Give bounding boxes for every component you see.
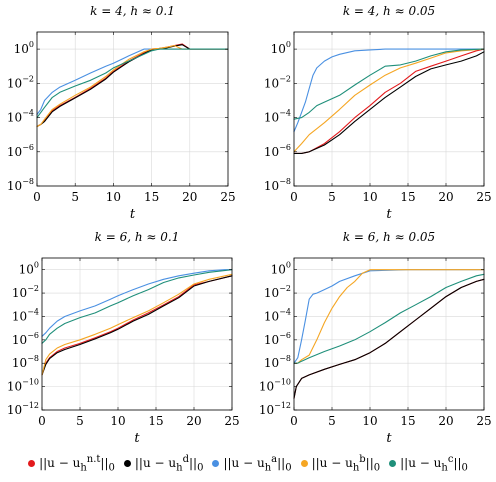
panel-4-ytick-label-4: 10−4 bbox=[264, 307, 291, 323]
panel-2-series-nt bbox=[293, 48, 485, 154]
panel-4-title: k = 6, h ≈ 0.05 bbox=[343, 230, 435, 244]
panel-4-ytick-label-6: 100 bbox=[271, 261, 291, 277]
panel-1-xtick-label-3: 15 bbox=[144, 190, 159, 204]
panel-2-xtick-label-0: 0 bbox=[290, 190, 298, 204]
legend-marker-b bbox=[300, 460, 308, 468]
panel-4-series-c bbox=[293, 273, 485, 364]
panel-2-series-d bbox=[293, 51, 485, 154]
panel-1-ytick-label-3: 10−2 bbox=[7, 74, 34, 90]
legend-marker-a bbox=[212, 460, 220, 468]
panel-2-series-c bbox=[293, 48, 485, 120]
panel-3-ytick-label-6: 100 bbox=[19, 261, 39, 277]
panel-3-xtick-label-3: 15 bbox=[148, 414, 163, 428]
panel-1-ytick-label-0: 10−8 bbox=[7, 177, 34, 193]
panel-4-ytick-label-5: 10−2 bbox=[264, 284, 291, 300]
panel-2-series-a bbox=[293, 48, 485, 133]
legend-item-nt: ||u − uhn.t||0 bbox=[28, 454, 115, 474]
panel-1-xtick-label-4: 20 bbox=[182, 190, 197, 204]
panel-4-ytick-label-0: 10−12 bbox=[259, 401, 291, 417]
panel-4-ytick-label-2: 10−8 bbox=[264, 354, 291, 370]
panel-3-series-nt bbox=[41, 275, 233, 376]
legend-label-b: ||u − uhb||0 bbox=[311, 454, 381, 474]
panel-3-xtick-label-5: 25 bbox=[224, 414, 239, 428]
legend: ||u − uhn.t||0 ||u − uhd||0 ||u − uha||0… bbox=[0, 452, 496, 476]
panel-2-xlabel: t bbox=[386, 207, 392, 222]
panel-1-xtick-label-2: 10 bbox=[106, 190, 121, 204]
legend-marker-c bbox=[389, 460, 397, 468]
panel-3-series-d bbox=[41, 275, 233, 376]
panel-4-ytick-label-1: 10−10 bbox=[259, 378, 291, 394]
panel-1-series-d bbox=[36, 44, 229, 128]
panel-4-xtick-label-4: 20 bbox=[438, 414, 453, 428]
panel-2-xtick-label-3: 15 bbox=[400, 190, 415, 204]
panel-3-title: k = 6, h ≈ 0.1 bbox=[95, 230, 180, 244]
panel-4-series-b bbox=[293, 269, 485, 364]
panel-3-xlabel: t bbox=[134, 431, 140, 446]
panel-3-xtick-label-4: 20 bbox=[186, 414, 201, 428]
legend-marker-d bbox=[123, 460, 131, 468]
panel-4-xtick-label-3: 15 bbox=[400, 414, 415, 428]
panel-3-ytick-label-2: 10−8 bbox=[12, 354, 39, 370]
panel-3-xtick-label-1: 5 bbox=[76, 414, 84, 428]
panel-2-frame bbox=[293, 31, 485, 187]
panel-4-series-d bbox=[293, 278, 485, 399]
legend-item-a: ||u − uha||0 bbox=[212, 454, 292, 474]
panel-4-xtick-label-1: 5 bbox=[328, 414, 336, 428]
panel-3-ytick-label-3: 10−6 bbox=[12, 331, 39, 347]
panel-4-xtick-label-0: 0 bbox=[290, 414, 298, 428]
panel-1-frame bbox=[36, 31, 229, 187]
legend-label-nt: ||u − uhn.t||0 bbox=[39, 454, 115, 474]
panel-1-ytick-label-2: 10−4 bbox=[7, 109, 34, 125]
legend-marker-nt bbox=[28, 460, 36, 468]
panel-3-ytick-label-0: 10−12 bbox=[7, 401, 39, 417]
panel-2-ytick-label-4: 100 bbox=[271, 40, 291, 56]
panel-1-ytick-label-4: 100 bbox=[14, 40, 34, 56]
panel-3-frame bbox=[41, 257, 233, 411]
panel-4-series-nt bbox=[293, 278, 485, 399]
panel-2-ytick-label-1: 10−6 bbox=[264, 143, 291, 159]
panel-1-title: k = 4, h ≈ 0.1 bbox=[90, 4, 175, 18]
panel-4-xtick-label-5: 25 bbox=[476, 414, 491, 428]
panel-1-xtick-label-1: 5 bbox=[71, 190, 79, 204]
panel-1-ytick-label-1: 10−6 bbox=[7, 143, 34, 159]
panel-2-series-b bbox=[293, 48, 485, 153]
panel-1-xtick-label-5: 25 bbox=[220, 190, 235, 204]
legend-label-c: ||u − uhc||0 bbox=[400, 454, 468, 474]
panel-3-ytick-label-4: 10−4 bbox=[12, 307, 39, 323]
legend-label-d: ||u − uhd||0 bbox=[134, 454, 204, 474]
panel-3-xtick-label-2: 10 bbox=[110, 414, 125, 428]
panel-3-series-b bbox=[41, 273, 233, 376]
legend-item-b: ||u − uhb||0 bbox=[300, 454, 381, 474]
panel-2-xtick-label-2: 10 bbox=[362, 190, 377, 204]
panel-2-ytick-label-3: 10−2 bbox=[264, 74, 291, 90]
panel-2-xtick-label-5: 25 bbox=[476, 190, 491, 204]
panel-3-series-c bbox=[41, 269, 233, 344]
panel-2-xtick-label-1: 5 bbox=[328, 190, 336, 204]
panel-1-series-c bbox=[36, 48, 229, 119]
panel-3-xtick-label-0: 0 bbox=[38, 414, 46, 428]
panel-4-xtick-label-2: 10 bbox=[362, 414, 377, 428]
panel-1-series-nt bbox=[36, 43, 229, 128]
panel-1-series-b bbox=[36, 45, 229, 128]
panel-4-ytick-label-3: 10−6 bbox=[264, 331, 291, 347]
panel-2-xtick-label-4: 20 bbox=[438, 190, 453, 204]
panel-4-frame bbox=[293, 257, 485, 411]
panel-4-xlabel: t bbox=[386, 431, 392, 446]
panel-1-xlabel: t bbox=[130, 207, 136, 222]
panel-3-ytick-label-5: 10−2 bbox=[12, 284, 39, 300]
legend-label-a: ||u − uha||0 bbox=[223, 454, 292, 474]
legend-item-d: ||u − uhd||0 bbox=[123, 454, 204, 474]
panel-1-xtick-label-0: 0 bbox=[33, 190, 41, 204]
panel-2-ytick-label-2: 10−4 bbox=[264, 109, 291, 125]
legend-item-c: ||u − uhc||0 bbox=[389, 454, 468, 474]
panel-2-title: k = 4, h ≈ 0.05 bbox=[343, 4, 435, 18]
panel-3-ytick-label-1: 10−10 bbox=[7, 378, 39, 394]
panel-3-series-a bbox=[41, 269, 233, 337]
panel-2-ytick-label-0: 10−8 bbox=[264, 177, 291, 193]
